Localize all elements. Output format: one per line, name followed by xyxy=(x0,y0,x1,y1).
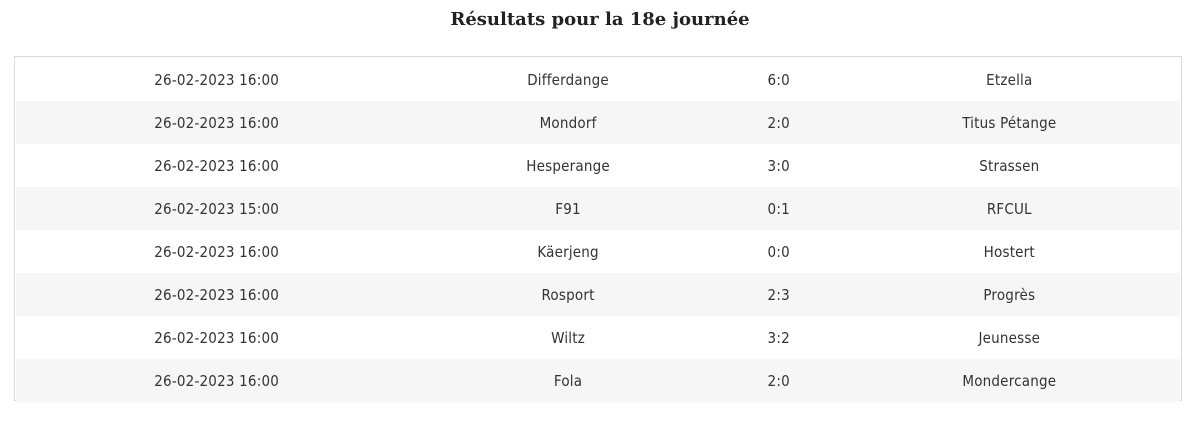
match-score: 0:0 xyxy=(767,242,790,261)
match-score: 2:3 xyxy=(767,285,790,304)
match-datetime: 26-02-2023 16:00 xyxy=(154,113,280,132)
match-datetime: 26-02-2023 15:00 xyxy=(154,199,280,218)
away-team: Jeunesse xyxy=(978,328,1041,347)
match-score: 0:1 xyxy=(767,199,790,218)
away-team: Etzella xyxy=(986,70,1033,89)
table-row: 26-02-2023 16:00 Mondorf 2:0 Titus Pétan… xyxy=(16,101,1180,144)
home-team: Fola xyxy=(553,371,583,390)
home-team: Käerjeng xyxy=(537,242,599,261)
away-team: Mondercange xyxy=(962,371,1057,390)
match-score: 3:0 xyxy=(767,156,790,175)
match-score: 6:0 xyxy=(767,70,790,89)
table-row: 26-02-2023 16:00 Wiltz 3:2 Jeunesse xyxy=(16,316,1180,359)
page-title: Résultats pour la 18e journée xyxy=(450,9,750,30)
table-row: 26-02-2023 16:00 Fola 2:0 Mondercange xyxy=(16,359,1180,402)
match-score: 2:0 xyxy=(767,113,790,132)
results-table: 26-02-2023 16:00 Differdange 6:0 Etzella… xyxy=(14,56,1182,402)
table-row: 26-02-2023 16:00 Differdange 6:0 Etzella xyxy=(16,58,1180,101)
match-datetime: 26-02-2023 16:00 xyxy=(154,242,280,261)
match-datetime: 26-02-2023 16:00 xyxy=(154,285,280,304)
away-team: RFCUL xyxy=(986,199,1032,218)
table-row: 26-02-2023 15:00 F91 0:1 RFCUL xyxy=(16,187,1180,230)
match-datetime: 26-02-2023 16:00 xyxy=(154,328,280,347)
home-team: Wiltz xyxy=(551,328,585,347)
home-team: Differdange xyxy=(527,70,609,89)
away-team: Progrès xyxy=(983,285,1036,304)
home-team: Mondorf xyxy=(539,113,597,132)
home-team: F91 xyxy=(555,199,581,218)
match-datetime: 26-02-2023 16:00 xyxy=(154,156,280,175)
table-row: 26-02-2023 16:00 Hesperange 3:0 Strassen xyxy=(16,144,1180,187)
match-score: 2:0 xyxy=(767,371,790,390)
match-datetime: 26-02-2023 16:00 xyxy=(154,70,280,89)
match-score: 3:2 xyxy=(767,328,790,347)
away-team: Titus Pétange xyxy=(962,113,1057,132)
table-row: 26-02-2023 16:00 Käerjeng 0:0 Hostert xyxy=(16,230,1180,273)
home-team: Hesperange xyxy=(526,156,610,175)
results-rows: 26-02-2023 16:00 Differdange 6:0 Etzella… xyxy=(16,58,1180,402)
home-team: Rosport xyxy=(541,285,595,304)
match-datetime: 26-02-2023 16:00 xyxy=(154,371,280,390)
table-row: 26-02-2023 16:00 Rosport 2:3 Progrès xyxy=(16,273,1180,316)
away-team: Strassen xyxy=(979,156,1040,175)
away-team: Hostert xyxy=(983,242,1035,261)
